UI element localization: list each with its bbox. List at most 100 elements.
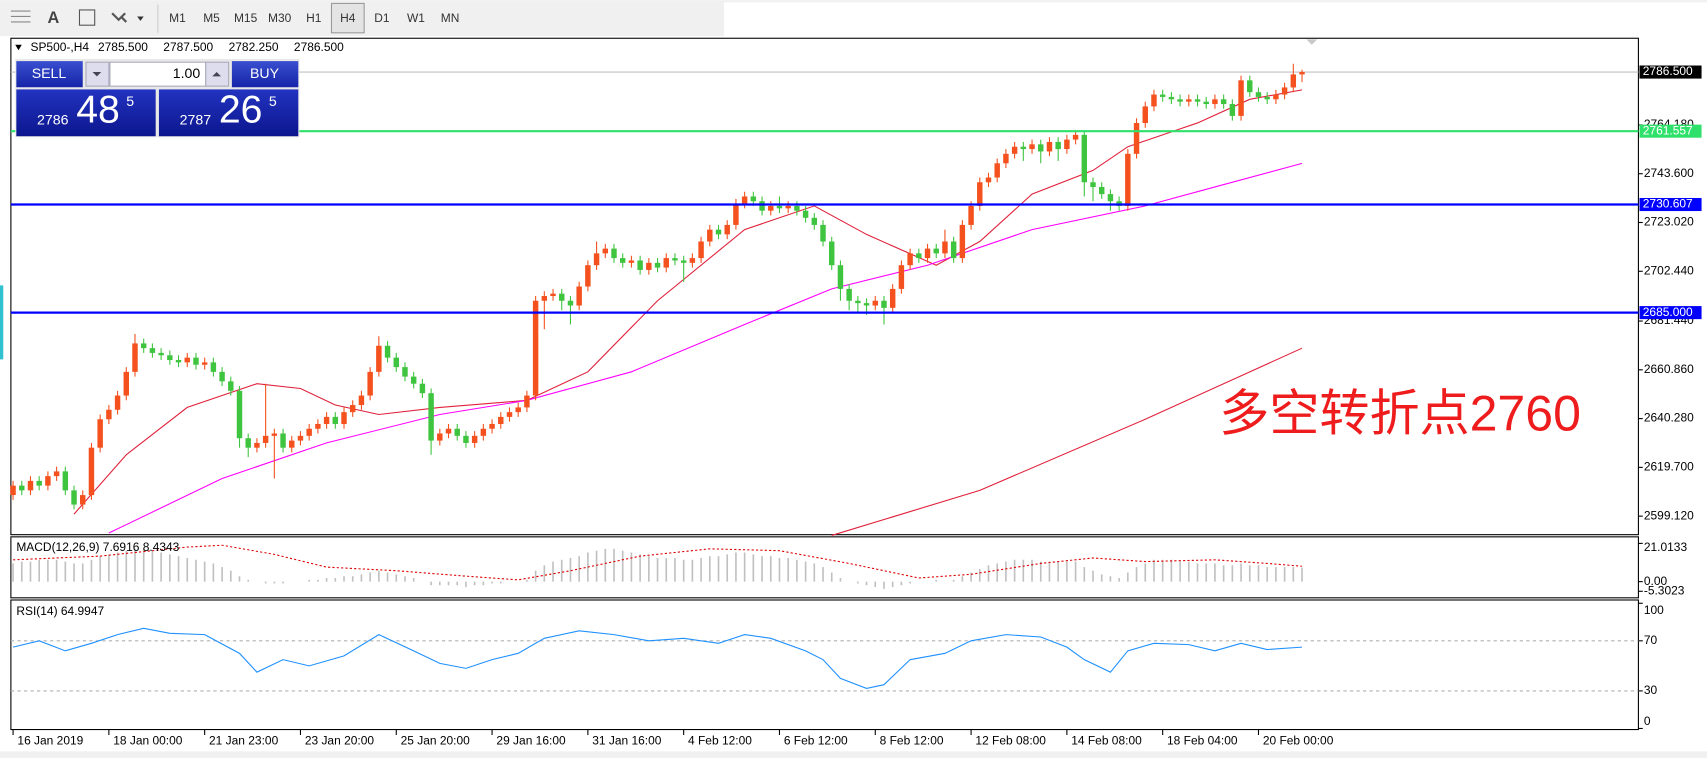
candle-body	[585, 265, 591, 287]
candle-body	[271, 433, 278, 436]
candle-body	[1220, 99, 1227, 105]
candle-body	[358, 395, 365, 406]
candle-body	[393, 357, 399, 368]
candle-body	[950, 241, 957, 259]
candle-body	[454, 428, 460, 436]
ask-big-figure: 2787	[180, 112, 212, 128]
quote-value: 2785.500	[98, 40, 148, 54]
y-tick-label: 2599.120	[1644, 508, 1694, 522]
candle-body	[1029, 144, 1035, 150]
timeframe-label: M5	[203, 11, 220, 25]
candle-body	[1072, 134, 1079, 140]
y-tick-label: 2702.440	[1644, 263, 1694, 277]
y-tick-label: 100	[1644, 603, 1664, 617]
candle-body	[672, 258, 678, 261]
candle-body	[184, 357, 190, 363]
candle-body	[254, 442, 260, 448]
candle-body	[1264, 96, 1270, 100]
candle-body	[71, 490, 77, 505]
candle-body	[811, 217, 818, 225]
candle-body	[445, 428, 452, 434]
candle-body	[550, 293, 556, 297]
candle-body	[855, 300, 861, 304]
sell-button[interactable]	[16, 61, 83, 88]
x-tick-label: 31 Jan 16:00	[592, 734, 662, 748]
timeframe-label: M15	[234, 11, 258, 25]
candle-body	[768, 205, 774, 211]
candle-body	[219, 371, 225, 382]
candle-body	[1038, 144, 1044, 152]
candle-body	[942, 241, 948, 254]
timeframe-label: H1	[306, 11, 322, 25]
dropdown[interactable]	[137, 16, 144, 21]
moving-average	[108, 162, 1303, 534]
quote-value: 2787.500	[163, 40, 213, 54]
text-tool[interactable]: A	[47, 9, 59, 27]
candle-body	[498, 416, 504, 424]
candle-body	[437, 433, 443, 441]
x-tick-label: 18 Feb 04:00	[1167, 734, 1238, 748]
candle-body	[1055, 141, 1061, 150]
timeframe-button[interactable]	[330, 2, 365, 34]
candle-body	[1281, 87, 1288, 95]
candle-body	[977, 182, 983, 206]
candle-body	[785, 205, 791, 209]
candle-body	[889, 288, 896, 308]
candle-body	[1142, 106, 1148, 124]
quote-value: 2786.500	[294, 40, 344, 54]
y-tick-label: 2640.280	[1644, 411, 1694, 425]
candle-body	[384, 345, 391, 358]
bid-box[interactable]	[16, 89, 156, 137]
candle-body	[1090, 182, 1096, 187]
plot: 2764.1802743.6002723.0202702.4402681.440…	[10, 40, 1702, 748]
y-tick-label: 30	[1644, 683, 1658, 697]
lot-value: 1.00	[173, 65, 201, 81]
arrow-tool[interactable]	[111, 12, 128, 23]
candle-body	[280, 433, 286, 448]
candle-body	[1081, 134, 1088, 183]
y-tick-label: -5.3023	[1644, 583, 1685, 597]
arrow-up	[212, 72, 221, 77]
y-tick-label: 0	[1644, 714, 1651, 728]
macd-panel	[10, 536, 1639, 599]
shift-marker	[1306, 39, 1318, 45]
candle-body	[759, 201, 765, 211]
quote-value: 2782.250	[229, 40, 279, 54]
candle-body	[680, 260, 687, 263]
candle-body	[114, 395, 121, 410]
candle-body	[506, 412, 513, 417]
candle-body	[829, 241, 835, 266]
ask-box[interactable]	[158, 89, 299, 137]
candle-body	[1255, 92, 1262, 97]
candle-body	[916, 253, 922, 259]
label-tool[interactable]	[78, 9, 96, 26]
buy-button[interactable]	[231, 61, 299, 88]
timeframe-bar: M1 M5 M15 M30 H1 H4 D1 W1 MN	[169, 2, 460, 34]
toolbar-edge	[723, 0, 1707, 3]
candle-body	[97, 419, 103, 448]
x-tick-label: 4 Feb 12:00	[688, 734, 752, 748]
grip-icon[interactable]	[10, 10, 31, 23]
moving-average	[73, 89, 1303, 515]
candle-body	[733, 203, 739, 225]
candle-body	[776, 205, 783, 209]
y-tick-label: 21.0133	[1644, 540, 1688, 554]
candle-body	[567, 300, 574, 306]
candle-body	[715, 229, 722, 235]
candle-body	[646, 262, 652, 270]
candle-body	[637, 260, 643, 270]
signal-line	[13, 544, 1303, 581]
level-label: 2761.557	[1643, 123, 1693, 137]
candle-body	[846, 288, 852, 301]
candle-body	[1168, 96, 1175, 100]
candle-body	[262, 435, 269, 443]
candle-body	[820, 224, 826, 242]
candle-body	[1020, 146, 1027, 150]
level-label: 2730.607	[1643, 197, 1693, 211]
level-tag	[1639, 197, 1702, 212]
candle-body	[602, 248, 609, 254]
trade-panel: SELL 1.00 BUY 2786 48 5 2787 26 5	[15, 58, 300, 138]
candle-body	[1064, 139, 1070, 150]
timeframe-label: MN	[441, 11, 460, 25]
